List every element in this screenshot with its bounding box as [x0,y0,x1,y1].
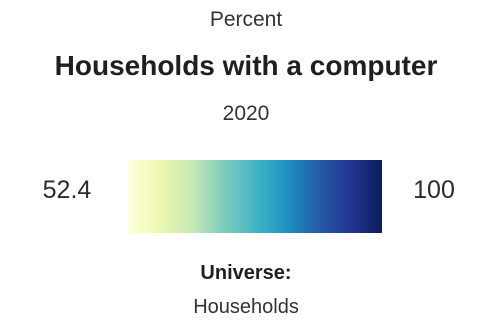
legend-min-value: 52.4 [42,176,92,204]
legend-unit: Percent [209,8,283,31]
universe-value: Households [193,296,299,318]
color-scale-bar [128,160,382,233]
legend-max-value: 100 [413,176,455,204]
universe-label: Universe: [200,262,292,284]
legend-year: 2020 [222,102,270,125]
legend-title: Households with a computer [54,50,438,81]
